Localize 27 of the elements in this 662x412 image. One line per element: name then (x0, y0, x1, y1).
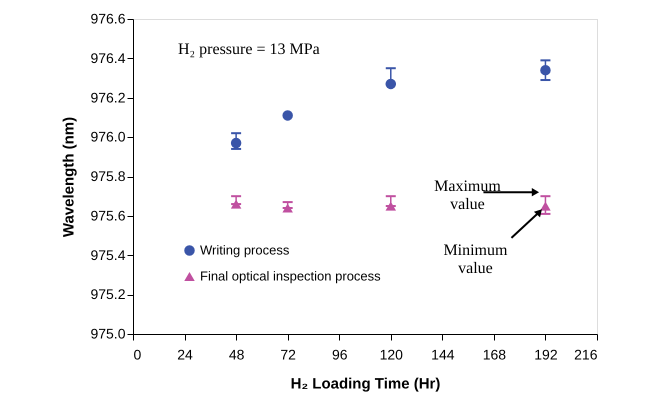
x-tick-label: 48 (228, 346, 245, 362)
x-tick-label: 216 (574, 346, 598, 362)
point (282, 110, 293, 121)
y-tick-label: 975.6 (90, 207, 126, 224)
y-tick-label: 975.8 (90, 168, 126, 184)
x-tick-label: 24 (177, 346, 194, 362)
x-tick-label: 168 (482, 346, 506, 362)
x-tick-label: 144 (431, 346, 455, 362)
y-tick-label: 975.4 (90, 246, 126, 263)
y-tick-label: 976.0 (90, 128, 126, 145)
y-tick-label: 976.6 (90, 10, 126, 26)
legend-label: Writing process (200, 242, 290, 258)
annotation: Minimum value (443, 242, 508, 277)
x-tick-label: 96 (332, 346, 348, 362)
x-axis-title: H₂ Loading Time (Hr) (290, 376, 440, 392)
y-tick-label: 976.4 (90, 50, 126, 66)
x-tick-label: 192 (534, 346, 558, 362)
y-axis-title: Wavelength (nm) (60, 116, 78, 238)
x-tick-label: 120 (380, 346, 404, 362)
y-tick-label: 975.2 (90, 286, 126, 302)
x-tick-label: 72 (280, 346, 296, 362)
annotation: H₂ pressure = 13 MPa (178, 41, 320, 58)
x-tick-label: 0 (134, 346, 142, 362)
y-tick-label: 976.2 (90, 89, 126, 106)
legend-label: Final optical inspection process (200, 268, 382, 284)
y-tick-label: 975.0 (90, 326, 126, 342)
annotation: Maximum value (434, 178, 502, 214)
